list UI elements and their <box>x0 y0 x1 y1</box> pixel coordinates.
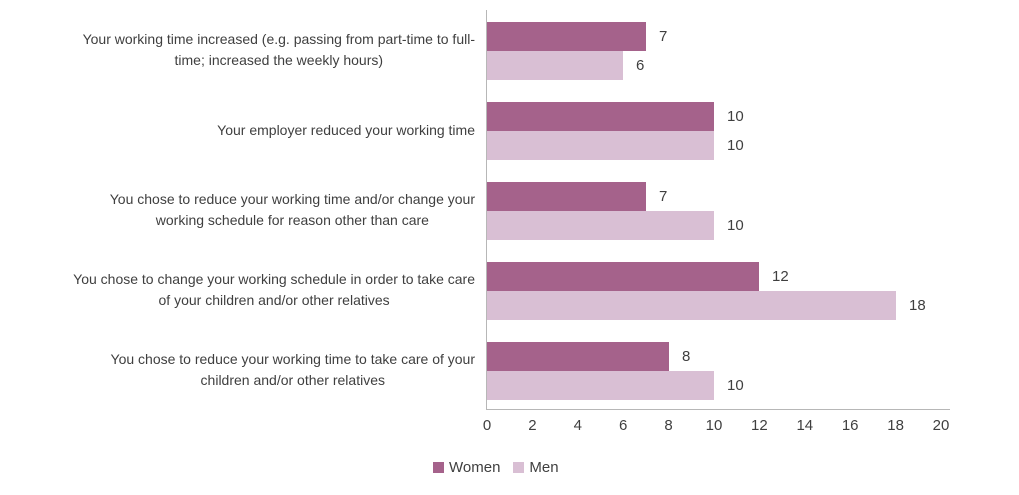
legend: Women Men <box>433 459 559 476</box>
bar-men <box>487 51 623 80</box>
category-label: You chose to reduce your working time an… <box>10 170 475 250</box>
category-label-text: You chose to change your working schedul… <box>73 269 475 311</box>
category-label-text: You chose to reduce your working time an… <box>110 189 475 231</box>
data-label: 18 <box>909 297 926 314</box>
y-axis-line <box>486 10 487 410</box>
category-label-text: Your employer reduced your working time <box>217 120 475 141</box>
category-label-line: You chose to change your working schedul… <box>73 271 475 287</box>
x-axis-line <box>486 409 950 410</box>
legend-swatch-icon <box>433 462 444 473</box>
category-label-line: Your employer reduced your working time <box>217 121 475 138</box>
category-label-line: You chose to reduce your working time an… <box>109 191 475 207</box>
category-label-text: Your working time increased (e.g. passin… <box>83 29 475 71</box>
data-label: 10 <box>727 137 744 154</box>
x-tick-label: 10 <box>705 417 723 434</box>
category-label-line: Your working time increased (e.g. passin… <box>82 31 475 47</box>
data-label: 8 <box>682 348 691 365</box>
bar-women <box>487 182 646 211</box>
data-label: 10 <box>727 377 744 394</box>
category-label-line: You chose to reduce your working time to… <box>110 351 475 367</box>
bar-women <box>487 342 669 371</box>
data-label: 12 <box>772 268 789 285</box>
x-tick-label: 20 <box>932 417 950 434</box>
category-label: Your working time increased (e.g. passin… <box>10 10 475 90</box>
data-label: 7 <box>659 28 668 45</box>
x-tick-label: 12 <box>751 417 768 434</box>
x-tick-label: 6 <box>619 417 628 434</box>
category-label-line: children and/or other relatives <box>200 372 385 388</box>
category-label: You chose to change your working schedul… <box>10 250 475 330</box>
legend-item-women: Women <box>433 459 500 476</box>
bar-women <box>487 262 759 291</box>
legend-item-men: Men <box>513 459 559 476</box>
category-label-line: of your children and/or other relatives <box>158 292 390 308</box>
bar-men <box>487 291 896 320</box>
bar-women <box>487 102 714 131</box>
legend-label: Men <box>529 459 559 476</box>
category-label-line: working schedule for reason other than c… <box>155 212 429 228</box>
legend-swatch-icon <box>513 462 525 473</box>
bar-women <box>487 22 646 51</box>
category-label: You chose to reduce your working time to… <box>10 330 475 410</box>
x-tick-label: 8 <box>664 417 673 434</box>
data-label: 10 <box>727 217 744 234</box>
x-tick-label: 14 <box>796 417 814 434</box>
data-label: 6 <box>636 57 645 74</box>
category-label: Your employer reduced your working time <box>10 90 475 170</box>
category-label-line: time; increased the weekly hours) <box>174 52 384 68</box>
bar-men <box>487 211 714 240</box>
legend-label: Women <box>449 459 501 476</box>
bar-men <box>487 371 714 400</box>
data-label: 7 <box>659 188 668 205</box>
category-label-text: You chose to reduce your working time to… <box>111 349 475 391</box>
x-tick-label: 2 <box>528 417 537 434</box>
data-label: 10 <box>727 108 744 125</box>
x-tick-label: 18 <box>887 417 904 434</box>
x-tick-label: 4 <box>573 417 582 434</box>
x-tick-label: 0 <box>482 417 492 434</box>
bar-men <box>487 131 714 160</box>
x-tick-label: 16 <box>841 417 859 434</box>
